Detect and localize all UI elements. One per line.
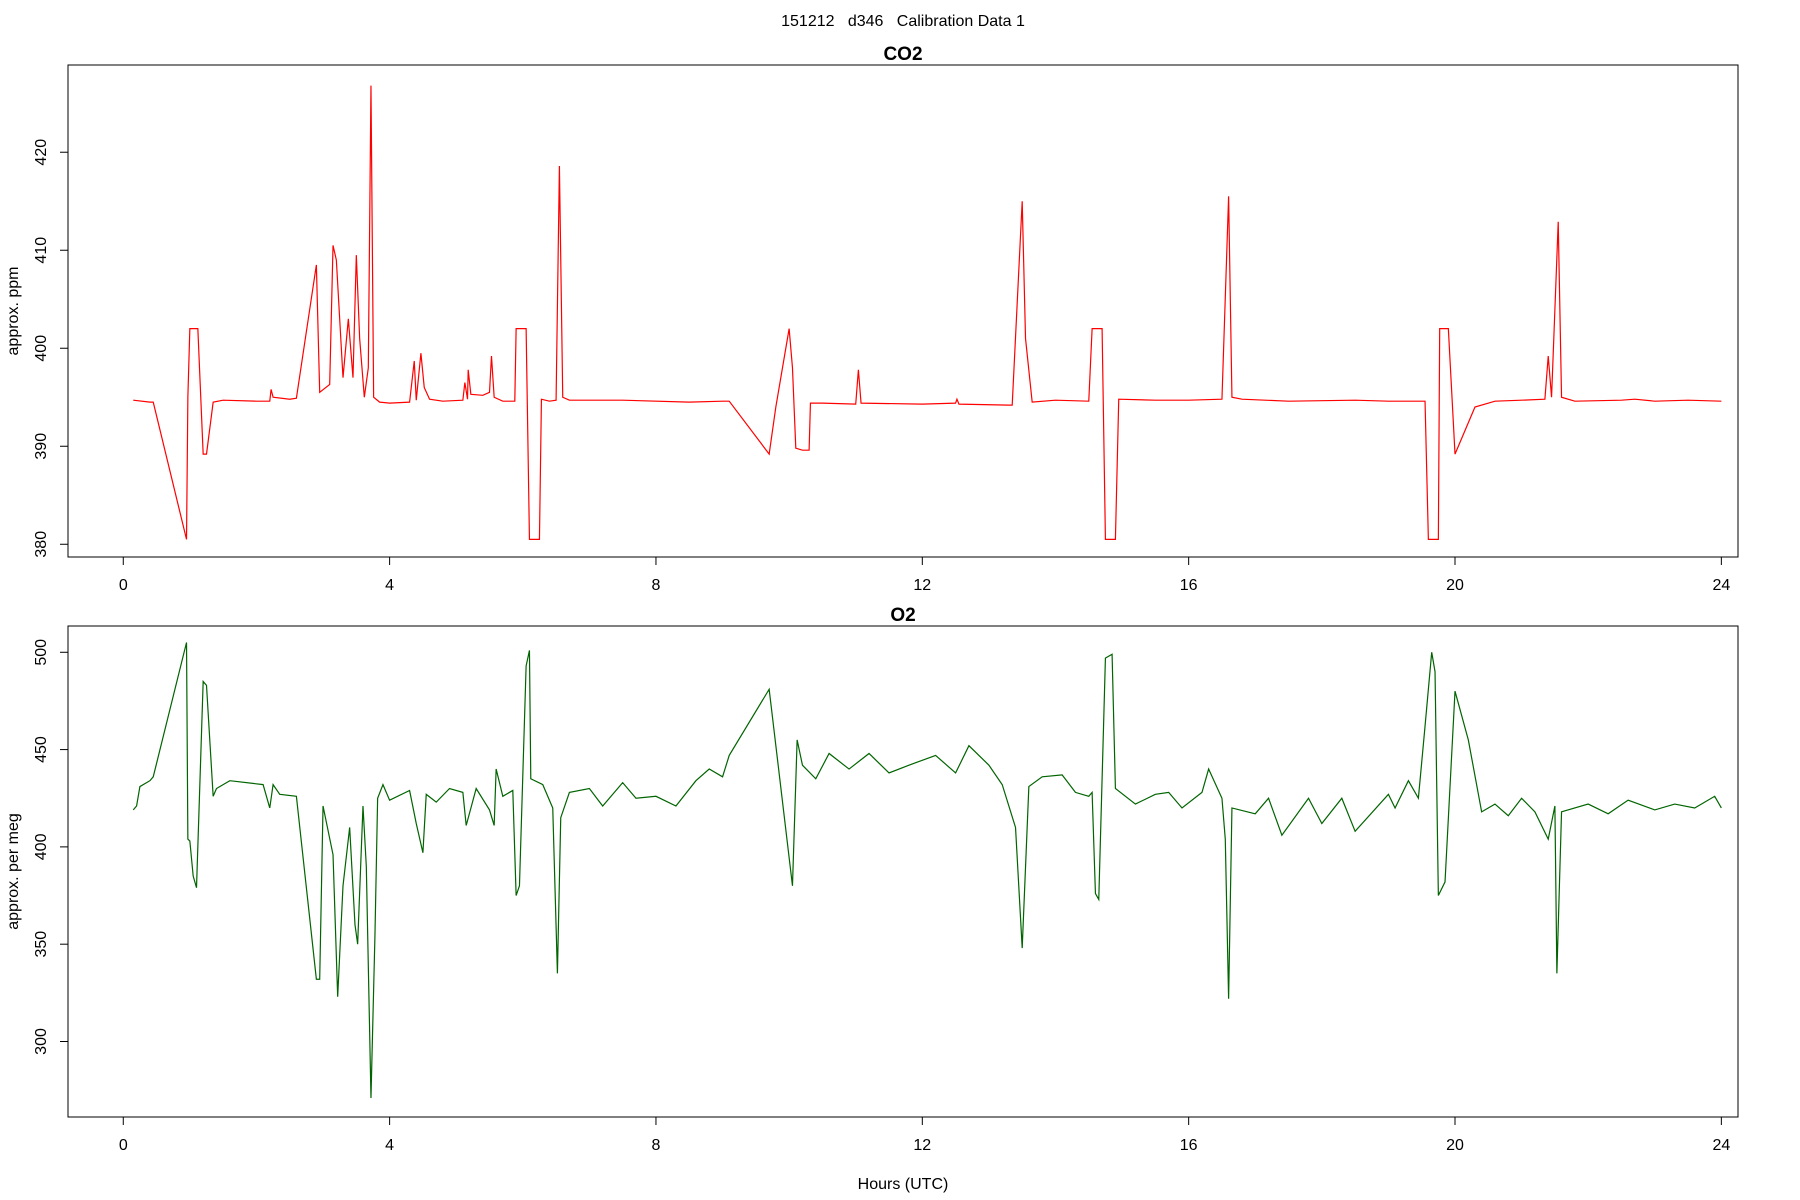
y-tick-label: 400 [33, 335, 50, 362]
y-tick-label: 300 [33, 1028, 50, 1055]
y-tick-label: 380 [33, 531, 50, 558]
plot-frame [67, 64, 1739, 558]
x-tick-label: 0 [119, 1137, 128, 1154]
y-tick-label: 390 [33, 433, 50, 460]
y-tick-label: 400 [33, 833, 50, 860]
y-tick-label: 350 [33, 931, 50, 958]
x-tick-label: 20 [1446, 577, 1464, 594]
x-tick-label: 24 [1712, 577, 1730, 594]
x-tick-label: 0 [119, 577, 128, 594]
x-tick-label: 8 [652, 1137, 661, 1154]
x-tick-label: 20 [1446, 1137, 1464, 1154]
figure-title: 151212 d346 Calibration Data 1 [781, 13, 1025, 30]
data-line [133, 85, 1722, 540]
x-tick-label: 4 [385, 577, 394, 594]
x-tick-label: 16 [1180, 577, 1198, 594]
x-tick-label: 12 [913, 1137, 931, 1154]
x-tick-label: 8 [652, 577, 661, 594]
x-tick-label: 16 [1180, 1137, 1198, 1154]
y-tick-label: 420 [33, 139, 50, 166]
x-axis-label: Hours (UTC) [858, 1176, 949, 1193]
y-axis-label: approx. ppm [5, 267, 22, 356]
y-tick-label: 500 [33, 639, 50, 666]
x-tick-label: 4 [385, 1137, 394, 1154]
y-tick-label: 450 [33, 736, 50, 763]
chart-title: O2 [890, 605, 915, 626]
data-line [132, 642, 1722, 1098]
x-tick-label: 12 [913, 577, 931, 594]
chart-title: CO2 [883, 44, 922, 65]
x-tick-label: 24 [1712, 1137, 1730, 1154]
y-tick-label: 410 [33, 237, 50, 264]
plot-frame [67, 625, 1739, 1118]
y-axis-label: approx. per meg [5, 813, 22, 930]
